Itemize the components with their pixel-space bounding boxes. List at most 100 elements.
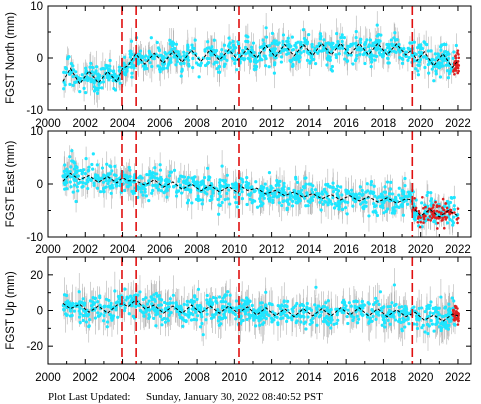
data-point bbox=[302, 310, 306, 314]
data-point bbox=[262, 193, 266, 197]
data-point bbox=[128, 55, 133, 59]
data-point bbox=[393, 31, 397, 35]
data-point bbox=[279, 55, 284, 59]
data-point bbox=[427, 324, 431, 328]
data-point bbox=[148, 61, 152, 65]
data-point bbox=[72, 167, 77, 171]
data-point bbox=[286, 51, 291, 55]
data-point bbox=[371, 309, 375, 313]
data-point bbox=[308, 200, 312, 205]
data-point bbox=[96, 314, 101, 318]
data-point bbox=[155, 40, 159, 45]
data-point bbox=[195, 297, 199, 302]
data-point bbox=[112, 72, 117, 76]
data-point bbox=[129, 65, 133, 69]
data-point bbox=[216, 319, 220, 323]
data-point bbox=[84, 157, 88, 161]
data-point bbox=[252, 67, 256, 71]
data-point bbox=[230, 56, 235, 60]
data-point bbox=[412, 214, 417, 218]
data-point bbox=[165, 301, 169, 306]
data-point bbox=[307, 52, 311, 56]
data-point bbox=[125, 184, 130, 189]
data-point bbox=[252, 60, 257, 64]
data-point bbox=[351, 192, 355, 196]
data-point bbox=[381, 315, 386, 319]
recent-point bbox=[431, 211, 434, 214]
data-point bbox=[417, 45, 421, 49]
recent-point bbox=[453, 73, 456, 76]
data-point bbox=[73, 183, 77, 187]
data-point bbox=[84, 320, 89, 324]
data-point bbox=[221, 299, 225, 304]
data-point bbox=[418, 57, 423, 62]
data-point bbox=[345, 212, 349, 216]
data-point bbox=[162, 316, 166, 321]
data-point bbox=[366, 189, 370, 193]
data-point bbox=[184, 187, 189, 191]
data-point bbox=[252, 318, 256, 322]
data-point bbox=[81, 181, 85, 185]
data-point bbox=[329, 313, 333, 317]
x-tick-label: 2014 bbox=[296, 118, 322, 130]
data-point bbox=[359, 37, 363, 42]
data-point bbox=[214, 310, 219, 315]
data-point bbox=[158, 70, 162, 74]
data-point bbox=[78, 315, 82, 319]
data-point bbox=[329, 50, 333, 54]
data-point bbox=[72, 173, 76, 177]
x-tick-label: 2000 bbox=[35, 244, 61, 256]
data-point bbox=[361, 52, 366, 57]
data-point bbox=[386, 57, 390, 61]
data-point bbox=[110, 169, 114, 173]
data-point bbox=[84, 91, 88, 95]
x-tick-label: 2018 bbox=[371, 372, 397, 384]
data-point bbox=[352, 299, 356, 304]
data-point bbox=[222, 64, 226, 68]
data-point bbox=[234, 299, 238, 303]
data-point bbox=[71, 64, 75, 68]
data-point bbox=[144, 194, 149, 198]
data-point bbox=[245, 317, 249, 322]
data-point bbox=[440, 57, 444, 61]
data-point bbox=[361, 200, 365, 204]
data-point bbox=[74, 199, 78, 204]
data-point bbox=[112, 173, 117, 177]
data-point bbox=[280, 203, 284, 208]
data-point bbox=[338, 308, 342, 313]
data-point bbox=[80, 172, 84, 176]
data-point bbox=[329, 45, 334, 49]
data-point bbox=[390, 43, 394, 48]
data-point bbox=[404, 318, 408, 322]
x-tick-label: 2020 bbox=[408, 244, 434, 256]
data-point bbox=[143, 190, 147, 194]
data-point bbox=[214, 48, 219, 53]
data-point bbox=[99, 190, 103, 194]
data-point bbox=[346, 308, 350, 312]
data-point bbox=[210, 51, 214, 55]
data-point bbox=[324, 301, 328, 305]
data-point bbox=[240, 304, 244, 308]
data-point bbox=[62, 70, 66, 74]
data-point bbox=[264, 290, 268, 294]
data-point bbox=[325, 306, 329, 310]
data-point bbox=[233, 195, 237, 199]
data-point bbox=[281, 33, 286, 37]
data-point bbox=[218, 316, 222, 320]
data-point bbox=[435, 64, 440, 69]
data-point bbox=[65, 313, 69, 317]
data-point bbox=[411, 53, 415, 58]
data-point bbox=[407, 322, 411, 326]
data-point bbox=[153, 166, 157, 170]
data-point bbox=[372, 202, 376, 206]
data-point bbox=[406, 317, 410, 321]
data-point bbox=[331, 189, 336, 194]
data-point bbox=[316, 51, 320, 55]
data-point bbox=[214, 296, 218, 300]
data-point bbox=[425, 304, 429, 308]
recent-point bbox=[419, 216, 422, 219]
data-point bbox=[282, 310, 286, 314]
data-point bbox=[261, 322, 265, 326]
data-point bbox=[185, 299, 189, 304]
